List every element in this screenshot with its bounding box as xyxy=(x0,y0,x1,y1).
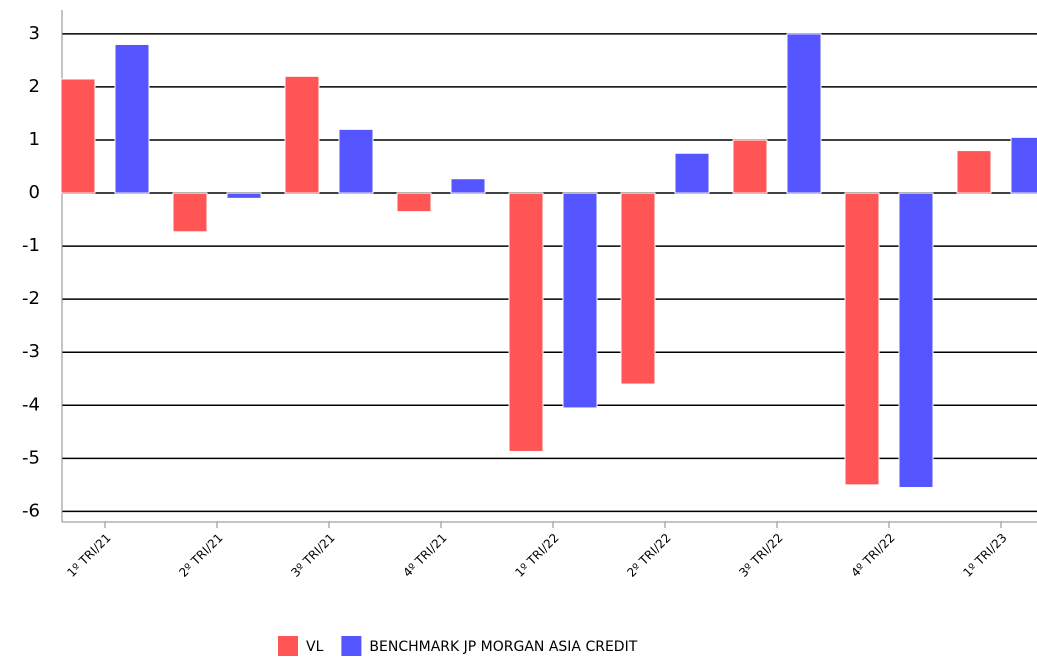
bar xyxy=(450,178,486,194)
y-tick-label: 3 xyxy=(29,23,40,44)
bar xyxy=(338,128,374,194)
bar xyxy=(226,192,262,199)
bar xyxy=(1010,136,1037,194)
y-tick-label: 0 xyxy=(29,182,40,203)
legend-swatch xyxy=(341,636,362,656)
bar xyxy=(396,192,432,213)
x-tick-label: 4º TRI/22 xyxy=(848,531,897,580)
x-tick-label: 1º TRI/21 xyxy=(64,531,113,580)
bar xyxy=(562,192,598,409)
x-tick-label: 1º TRI/22 xyxy=(512,531,561,580)
bar xyxy=(844,192,880,486)
x-tick-label: 3º TRI/21 xyxy=(288,531,337,580)
y-tick-label: -1 xyxy=(22,235,40,256)
bar xyxy=(620,192,656,385)
x-tick-label: 1º TRI/23 xyxy=(960,531,1009,580)
y-tick-label: -6 xyxy=(22,500,40,521)
bar xyxy=(674,152,710,194)
bar xyxy=(956,150,992,194)
y-tick-label: 1 xyxy=(29,129,40,150)
y-tick-label: -4 xyxy=(22,394,40,415)
legend-label: BENCHMARK JP MORGAN ASIA CREDIT xyxy=(369,639,637,655)
x-tick-label: 2º TRI/21 xyxy=(176,531,225,580)
y-tick-label: -2 xyxy=(22,288,40,309)
legend-label: VL xyxy=(306,639,324,655)
bar xyxy=(284,75,320,194)
bar xyxy=(114,43,150,194)
bar xyxy=(60,78,96,194)
y-tick-label: 2 xyxy=(29,76,40,97)
bar xyxy=(898,192,934,489)
bar xyxy=(172,192,208,233)
legend-swatch xyxy=(278,636,298,656)
x-tick-label: 3º TRI/22 xyxy=(736,531,785,580)
bar xyxy=(786,33,822,194)
bar xyxy=(732,139,768,194)
bar xyxy=(508,192,544,452)
y-tick-label: -3 xyxy=(22,341,40,362)
x-tick-label: 2º TRI/22 xyxy=(624,531,673,580)
x-tick-label: 4º TRI/21 xyxy=(400,531,449,580)
y-tick-label: -5 xyxy=(22,447,40,468)
